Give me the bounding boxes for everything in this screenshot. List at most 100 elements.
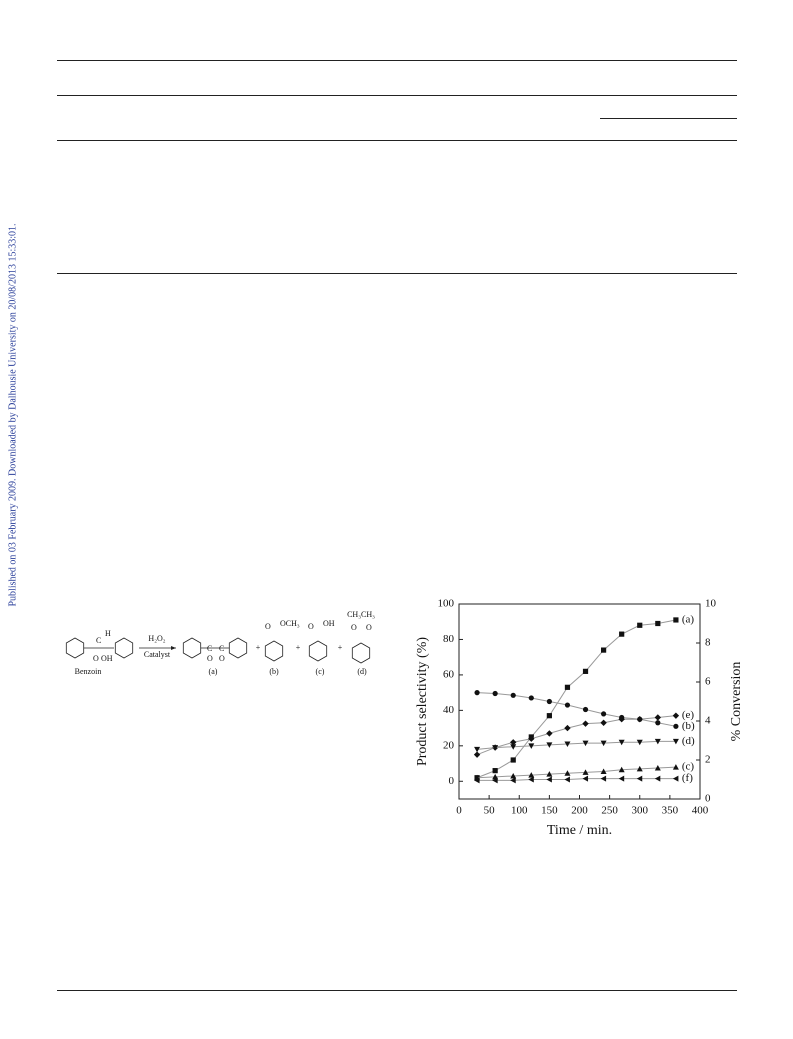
series-line [476, 715, 676, 756]
marker [600, 768, 607, 775]
series-label: (f) [682, 772, 693, 784]
atom: C [219, 644, 224, 653]
label: (a) [209, 667, 218, 676]
marker [654, 764, 661, 771]
marker [672, 738, 679, 745]
marker [582, 668, 589, 674]
marker [600, 775, 607, 782]
marker [528, 735, 535, 742]
marker [672, 764, 679, 770]
ring [182, 637, 202, 659]
marker [564, 776, 570, 783]
marker [618, 775, 625, 782]
marker [636, 739, 643, 746]
x-axis-title: Time / min. [547, 823, 612, 838]
plus: + [256, 643, 261, 652]
y2-tick-label: 8 [705, 637, 711, 649]
series-label: (d) [682, 735, 695, 747]
marker [510, 777, 516, 784]
marker [564, 741, 571, 748]
y-tick-label: 20 [443, 739, 455, 751]
ring [308, 640, 328, 662]
marker [546, 713, 552, 719]
marker [492, 777, 498, 784]
reaction-scheme: C H O OH Benzoin H₂O₂ Catalyst C C O O (… [65, 610, 375, 676]
y2-tick-label: 2 [705, 754, 711, 766]
marker [564, 724, 571, 732]
marker [564, 770, 571, 776]
series-label: (e) [682, 709, 695, 721]
y2-tick-label: 4 [705, 715, 711, 727]
marker [564, 702, 571, 708]
marker [582, 720, 589, 727]
label: (c) [316, 667, 325, 676]
marker [528, 695, 534, 701]
atom: O [207, 654, 213, 663]
y2-tick-label: 10 [705, 598, 717, 610]
marker [618, 739, 625, 746]
y-tick-label: 100 [438, 598, 455, 610]
marker [637, 622, 643, 628]
marker [474, 690, 480, 696]
y2-tick-label: 6 [705, 676, 711, 688]
ring [228, 637, 248, 659]
marker [546, 771, 553, 777]
marker [655, 620, 661, 627]
label: (d) [357, 667, 367, 676]
x-tick-label: 50 [484, 805, 496, 817]
atom: OCH₃ [280, 619, 300, 628]
marker [636, 765, 643, 772]
ring [114, 637, 134, 659]
marker [582, 775, 589, 782]
ring [264, 640, 284, 662]
marker [618, 766, 625, 773]
plus: + [338, 643, 343, 652]
marker [600, 719, 607, 726]
plus: + [296, 643, 301, 652]
marker [510, 772, 517, 779]
marker [474, 777, 480, 784]
series-line [477, 740, 676, 750]
x-tick-label: 150 [541, 805, 558, 817]
atom: O [219, 654, 225, 663]
marker [582, 769, 589, 775]
marker [655, 720, 661, 726]
rules [57, 60, 737, 991]
reagent: H₂O₂ [148, 634, 165, 643]
marker [673, 723, 679, 729]
label: Benzoin [75, 667, 102, 676]
series-label: (a) [682, 613, 695, 625]
marker [546, 698, 552, 705]
marker [582, 706, 589, 713]
y-tick-label: 60 [443, 668, 455, 680]
marker [546, 730, 553, 737]
series-line [476, 619, 676, 779]
atom: CH₃CH₃ [347, 610, 375, 619]
y-axis-title: Product selectivity (%) [415, 637, 430, 766]
marker [510, 692, 516, 698]
y-tick-label: 40 [443, 704, 455, 716]
atom: O [265, 622, 271, 631]
marker [654, 714, 662, 721]
series-label: (c) [682, 761, 695, 773]
marker [619, 714, 625, 721]
atom: OH [101, 654, 113, 663]
marker [510, 739, 517, 746]
atom: H [105, 629, 111, 638]
x-tick-label: 100 [511, 805, 528, 817]
marker [510, 744, 517, 750]
ring [351, 642, 371, 664]
marker [619, 631, 625, 637]
x-tick-label: 200 [571, 805, 588, 817]
marker [637, 716, 643, 722]
x-tick-label: 400 [692, 805, 709, 817]
x-tick-label: 0 [456, 805, 462, 817]
atom: O [366, 623, 372, 632]
condition: Catalyst [144, 650, 171, 659]
series-line [477, 692, 676, 727]
marker [528, 776, 534, 783]
marker [654, 775, 661, 782]
marker [564, 684, 571, 690]
